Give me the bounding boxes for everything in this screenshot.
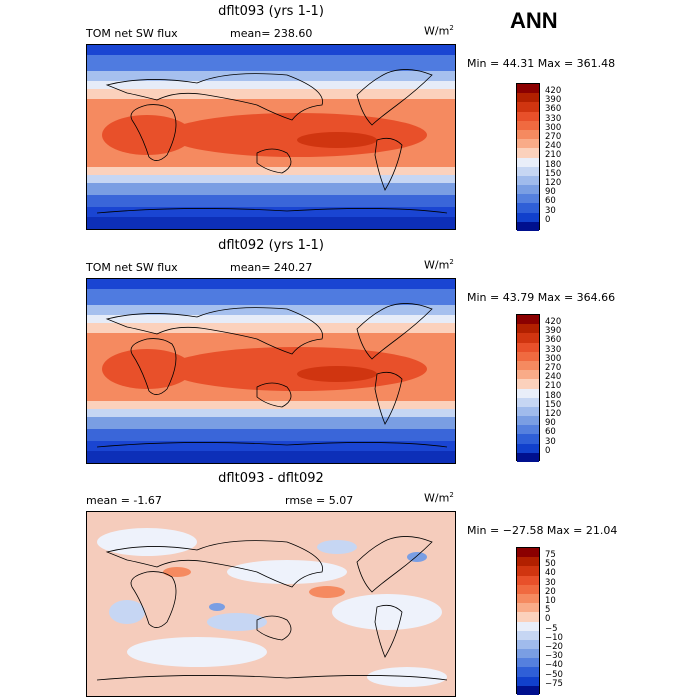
- cbar-tick: 20: [545, 587, 556, 597]
- cbar-tick: 240: [545, 372, 562, 382]
- cbar-tick: 90: [545, 187, 556, 197]
- cbar-tick: −5: [545, 624, 558, 634]
- cbar-tick: 5: [545, 605, 551, 615]
- cbar-tick: −40: [545, 660, 563, 670]
- cbar-tick: 150: [545, 169, 562, 179]
- panel2-map: [86, 278, 456, 464]
- panel2-units: W/m2: [424, 258, 454, 272]
- panel2-variable: TOM net SW flux: [86, 261, 178, 274]
- cbar-tick: 150: [545, 400, 562, 410]
- panel3-mean: mean = -1.67: [86, 494, 162, 507]
- cbar-tick: 180: [545, 391, 562, 401]
- cbar-tick: 360: [545, 104, 562, 114]
- panel3-colorbar: [516, 547, 540, 695]
- cbar-tick: 300: [545, 354, 562, 364]
- cbar-tick: 90: [545, 418, 556, 428]
- cbar-tick: 180: [545, 160, 562, 170]
- cbar-tick: 0: [545, 215, 551, 225]
- season-label: ANN: [510, 8, 558, 33]
- cbar-tick: 120: [545, 178, 562, 188]
- panel1-map-svg: [87, 45, 455, 229]
- cbar-tick: −20: [545, 642, 563, 652]
- cbar-tick: −75: [545, 679, 563, 689]
- panel1-colorbar: [516, 83, 540, 231]
- cbar-tick: 360: [545, 335, 562, 345]
- panel2-mean: mean= 240.27: [230, 261, 313, 274]
- cbar-tick: 30: [545, 206, 556, 216]
- cbar-tick: 390: [545, 326, 562, 336]
- cbar-tick: −10: [545, 633, 563, 643]
- cbar-tick: 420: [545, 317, 562, 327]
- panel3-map-svg: [87, 512, 455, 696]
- cbar-tick: 210: [545, 381, 562, 391]
- panel3-rmse: rmse = 5.07: [285, 494, 354, 507]
- cbar-tick: 75: [545, 550, 556, 560]
- cbar-tick: 420: [545, 86, 562, 96]
- cbar-tick: 30: [545, 578, 556, 588]
- panel3-units: W/m2: [424, 491, 454, 505]
- panel2-map-svg: [87, 279, 455, 463]
- cbar-tick: 30: [545, 437, 556, 447]
- cbar-tick: 300: [545, 123, 562, 133]
- cbar-tick: 240: [545, 141, 562, 151]
- panel2-minmax: Min = 43.79 Max = 364.66: [467, 291, 616, 304]
- panel2-colorbar: [516, 314, 540, 462]
- panel1-mean: mean= 238.60: [230, 27, 313, 40]
- panel3-map: [86, 511, 456, 697]
- cbar-tick: −30: [545, 651, 563, 661]
- cbar-tick: −50: [545, 670, 563, 680]
- cbar-tick: 40: [545, 568, 556, 578]
- panel3-minmax: Min = −27.58 Max = 21.04: [467, 524, 618, 537]
- panel1-variable: TOM net SW flux: [86, 27, 178, 40]
- panel2-title: dflt092 (yrs 1-1): [218, 238, 324, 253]
- panel1-minmax: Min = 44.31 Max = 361.48: [467, 57, 616, 70]
- cbar-tick: 270: [545, 132, 562, 142]
- panel1-title: dflt093 (yrs 1-1): [218, 4, 324, 19]
- cbar-tick: 10: [545, 596, 556, 606]
- cbar-tick: 330: [545, 114, 562, 124]
- panel1-units: W/m2: [424, 24, 454, 38]
- cbar-tick: 0: [545, 446, 551, 456]
- cbar-tick: 50: [545, 559, 556, 569]
- cbar-tick: 0: [545, 614, 551, 624]
- cbar-tick: 60: [545, 196, 556, 206]
- cbar-tick: 270: [545, 363, 562, 373]
- panel3-title: dflt093 - dflt092: [218, 471, 324, 486]
- cbar-tick: 60: [545, 427, 556, 437]
- panel1-map: [86, 44, 456, 230]
- cbar-tick: 210: [545, 150, 562, 160]
- cbar-tick: 330: [545, 345, 562, 355]
- cbar-tick: 120: [545, 409, 562, 419]
- cbar-tick: 390: [545, 95, 562, 105]
